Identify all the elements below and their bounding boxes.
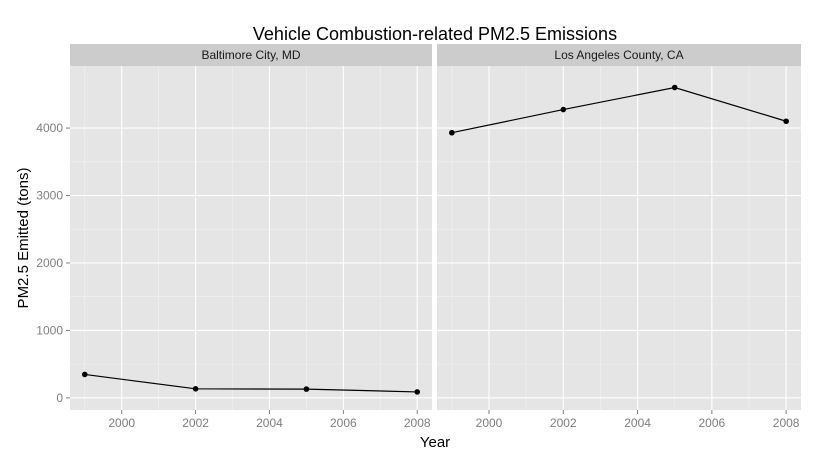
y-tick-label: 3000 [36,189,63,203]
facet-panel: Baltimore City, MD 2000 2002 2004 2006 2008 [70,44,432,430]
x-tick-label: 2004 [624,416,651,430]
panel-background [70,66,432,410]
series-line [451,86,787,134]
y-tick-label: 1000 [36,323,63,337]
data-point [303,386,310,392]
data-point [192,386,199,392]
x-tick-label: 2000 [476,416,503,430]
facet-panel: Los Angeles County, CA 2000 2002 2004 2006 20… [437,44,801,430]
facet-strip [437,44,801,66]
panel-background [437,66,801,410]
x-tick-label: 2002 [182,416,209,430]
y-tick-label: 4000 [36,121,63,135]
data-point [81,371,88,378]
y-axis-title: PM2.5 Emitted (tons) [15,168,32,309]
y-tick-label: 2000 [36,256,63,270]
data-point [783,118,789,125]
data-point [560,106,567,113]
x-tick-label: 2004 [256,416,283,430]
facet-label: Baltimore City, MD [201,48,300,62]
chart-title: Vehicle Combustion-related PM2.5 Emissio… [253,24,617,44]
x-tick-label: 2008 [404,416,431,430]
facet-label: Los Angeles County, CA [554,48,683,62]
y-axis: 0 1000 2000 3000 4000 [36,121,70,405]
x-tick-label: 2002 [550,416,577,430]
x-tick-label: 2000 [108,416,135,430]
x-axis-title: Year [420,434,450,451]
data-point [671,84,678,91]
data-point [414,389,421,395]
x-tick-label: 2006 [330,416,357,430]
data-point [449,129,455,136]
y-tick-label: 0 [56,391,63,405]
series-line [84,373,418,393]
x-tick-label: 2008 [773,416,800,430]
x-tick-label: 2006 [699,416,726,430]
facet-strip [70,44,432,66]
